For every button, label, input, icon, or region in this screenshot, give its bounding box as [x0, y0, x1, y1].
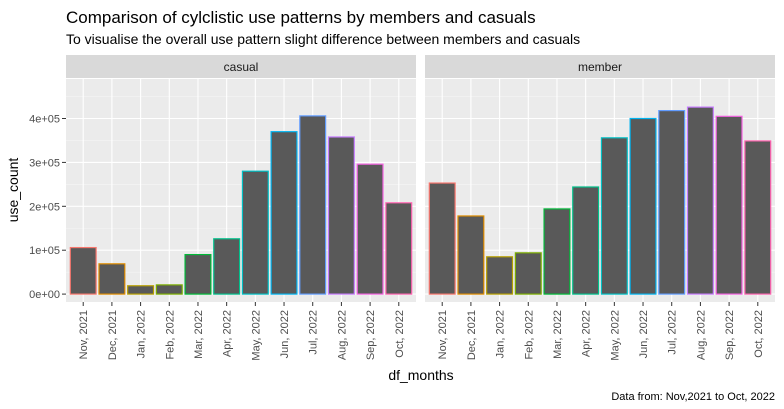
x-tick-label: Jan, 2022	[136, 310, 148, 358]
facet-casual: casual Nov, 2021 Dec, 2021 Jan, 2022 Feb, 20…	[66, 55, 416, 361]
y-tick-label: 3e+05	[29, 157, 60, 169]
x-tick-label: Feb, 2022	[164, 310, 176, 360]
x-tick-label: Nov, 2021	[437, 310, 449, 359]
facet-member: member Nov, 2021 Dec, 2021 Jan, 2022 Feb, 20…	[425, 55, 775, 361]
bar-member-5	[572, 186, 600, 295]
facet-panels: casual Nov, 2021 Dec, 2021 Jan, 2022 Feb, 20…	[66, 55, 775, 361]
x-tick-label: Dec, 2021	[107, 310, 119, 360]
bar-casual-2	[127, 285, 155, 295]
y-tick-label: 4e+05	[29, 114, 60, 126]
x-tick-label: Apr, 2022	[222, 310, 234, 357]
bar-casual-11	[385, 202, 413, 295]
y-axis: 0e+00 1e+05 2e+05 3e+05 4e+05	[29, 114, 66, 301]
x-tick-label: Apr, 2022	[581, 310, 593, 357]
bar-casual-9	[327, 136, 355, 295]
bar-casual-0	[69, 246, 97, 295]
bar-casual-7	[270, 131, 298, 295]
y-tick-label: 2e+05	[29, 201, 60, 213]
chart-subtitle: To visualise the overall use pattern sli…	[66, 31, 580, 47]
x-tick-label: Jun, 2022	[638, 310, 650, 358]
facet-strip-member	[425, 55, 775, 78]
y-tick-label: 0e+00	[29, 289, 60, 301]
bar-casual-4	[184, 253, 212, 295]
x-tick-label: Jan, 2022	[495, 310, 507, 358]
bar-casual-5	[213, 238, 241, 295]
facet-strip-label-casual: casual	[224, 60, 259, 74]
x-tick-label: Oct, 2022	[753, 310, 765, 358]
chart-title: Comparison of cylclistic use patterns by…	[66, 8, 536, 27]
x-tick-label: May, 2022	[609, 310, 621, 361]
bar-casual-10	[356, 163, 384, 295]
x-tick-label: Jul, 2022	[308, 310, 320, 355]
x-tick-label: Nov, 2021	[78, 310, 90, 359]
bar-member-10	[715, 115, 743, 295]
x-tick-label: Aug, 2022	[336, 310, 348, 360]
x-axis-title: df_months	[388, 367, 453, 383]
bar-casual-3	[155, 284, 183, 295]
x-tick-label: Jul, 2022	[667, 310, 679, 355]
x-tick-label: May, 2022	[250, 310, 262, 361]
bar-casual-6	[241, 170, 269, 295]
x-tick-label: Oct, 2022	[394, 310, 406, 358]
y-axis-title: use_count	[5, 158, 21, 223]
y-tick-label: 1e+05	[29, 245, 60, 257]
x-tick-label: Feb, 2022	[523, 310, 535, 360]
x-tick-label: Dec, 2021	[466, 310, 478, 360]
x-tick-label: Mar, 2022	[193, 310, 205, 359]
bar-member-3	[514, 252, 542, 295]
bar-member-4	[543, 208, 571, 295]
x-tick-label: Jun, 2022	[279, 310, 291, 358]
chart-caption: Data from: Nov,2021 to Oct, 2022	[611, 391, 775, 403]
bar-member-8	[658, 110, 686, 295]
bar-member-1	[457, 215, 485, 295]
bar-casual-1	[98, 263, 126, 295]
bar-member-11	[744, 140, 772, 295]
bar-casual-8	[299, 115, 327, 295]
facet-strip-casual	[66, 55, 416, 78]
x-tick-label: Sep, 2022	[724, 310, 736, 360]
bar-member-6	[600, 137, 628, 295]
x-tick-label: Sep, 2022	[365, 310, 377, 360]
x-tick-label: Aug, 2022	[695, 310, 707, 360]
bar-member-0	[428, 182, 456, 295]
bar-member-9	[686, 106, 714, 295]
x-tick-label: Mar, 2022	[552, 310, 564, 359]
bar-member-7	[629, 117, 657, 295]
facet-strip-label-member: member	[578, 60, 622, 74]
bar-member-2	[486, 256, 514, 295]
